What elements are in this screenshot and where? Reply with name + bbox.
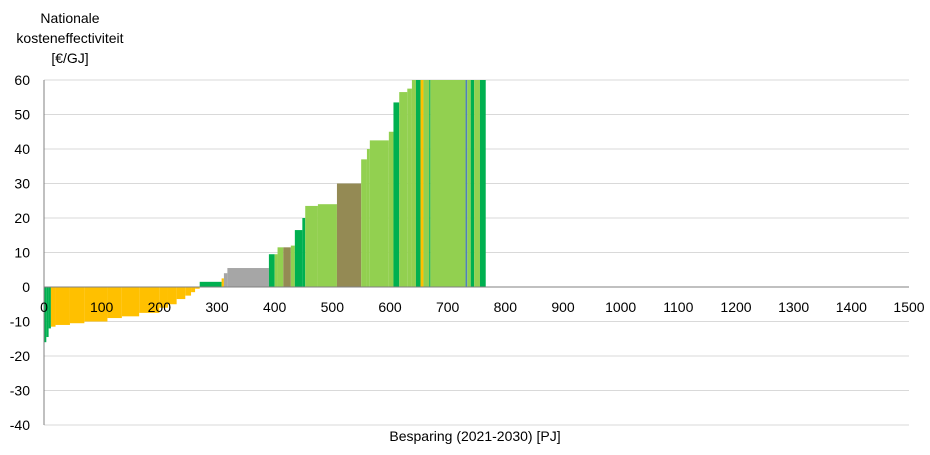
bar <box>290 245 295 287</box>
y-tick-label: -10 <box>10 314 30 330</box>
x-tick-label: 200 <box>148 299 172 315</box>
y-tick-label: -20 <box>10 348 30 364</box>
bar <box>121 287 140 317</box>
bar <box>366 149 370 287</box>
y-tick-label: 30 <box>14 176 30 192</box>
bar <box>429 80 431 287</box>
bar <box>107 287 122 319</box>
bar <box>399 92 408 287</box>
bar <box>159 287 168 308</box>
bar <box>283 247 291 287</box>
bar <box>467 80 471 287</box>
axes <box>43 80 909 425</box>
bar <box>268 254 275 287</box>
bar <box>44 287 47 343</box>
bar <box>393 102 400 287</box>
x-tick-label: 1300 <box>778 299 809 315</box>
bar <box>465 80 468 287</box>
x-tick-label: 1100 <box>663 299 693 315</box>
bar <box>221 278 224 287</box>
x-tick-labels: 0 100 200 300 400 500 600 700 800 900 1000 1100 1200… <box>40 299 925 315</box>
bar <box>317 204 337 287</box>
x-tick-label: 1000 <box>605 299 636 315</box>
x-tick-label: 500 <box>321 299 345 315</box>
bar <box>430 80 466 287</box>
y-tick-label: -30 <box>10 383 30 399</box>
bar <box>46 287 49 338</box>
bar <box>185 287 192 296</box>
bar <box>423 80 430 287</box>
y-tick-label: 60 <box>14 72 30 88</box>
y-tick-label: 50 <box>14 107 30 123</box>
bar <box>277 247 284 287</box>
bar <box>84 287 108 322</box>
x-tick-label: 1200 <box>720 299 751 315</box>
bar <box>415 80 421 287</box>
y-tick-labels: 60 50 40 30 20 10 0 -10 -20 -30 -40 <box>10 72 30 433</box>
x-axis-title-wrap: Besparing (2021-2030) [PJ] <box>0 428 930 444</box>
x-tick-label: 300 <box>205 299 229 315</box>
bar <box>302 218 306 287</box>
y-axis-title-line-2: kosteneffectiviteit <box>16 30 124 46</box>
bar <box>369 140 389 287</box>
x-tick-label: 900 <box>551 299 575 315</box>
bar <box>191 287 196 293</box>
bar <box>274 254 278 287</box>
x-tick-label: 600 <box>378 299 402 315</box>
y-tick-label: -40 <box>10 417 30 433</box>
bar <box>69 287 85 324</box>
bar <box>305 205 318 287</box>
y-tick-label: 20 <box>14 210 30 226</box>
bar <box>407 88 412 287</box>
bar <box>411 80 416 287</box>
bar <box>336 183 362 287</box>
bar <box>388 131 394 287</box>
y-axis-title-line-1: Nationale <box>40 10 100 26</box>
bar <box>470 80 475 287</box>
bar <box>176 287 186 300</box>
bar <box>48 287 51 329</box>
x-tick-label: 1400 <box>836 299 867 315</box>
y-axis-title: Nationale kosteneffectiviteit [€/GJ] <box>0 8 140 68</box>
y-tick-label: 0 <box>22 279 30 295</box>
bar <box>479 80 486 287</box>
y-tick-label: 10 <box>14 245 30 261</box>
bar <box>199 281 222 287</box>
y-tick-label: 40 <box>14 141 30 157</box>
bar <box>420 80 424 287</box>
x-tick-label: 800 <box>494 299 518 315</box>
y-axis-title-line-3: [€/GJ] <box>51 50 89 66</box>
bar <box>361 159 367 287</box>
bar <box>294 230 303 287</box>
bar <box>50 287 56 327</box>
bars <box>44 80 486 343</box>
bar <box>227 268 269 287</box>
x-tick-label: 0 <box>40 299 48 315</box>
bar <box>195 287 200 289</box>
x-tick-label: 100 <box>90 299 114 315</box>
x-tick-label: 1500 <box>893 299 924 315</box>
bar <box>167 287 177 305</box>
bar <box>474 80 480 287</box>
x-tick-label: 400 <box>263 299 287 315</box>
x-tick-label: 700 <box>436 299 460 315</box>
x-axis-title: Besparing (2021-2030) [PJ] <box>389 428 561 444</box>
bar <box>55 287 70 325</box>
bar <box>223 273 228 287</box>
bar <box>139 287 160 313</box>
